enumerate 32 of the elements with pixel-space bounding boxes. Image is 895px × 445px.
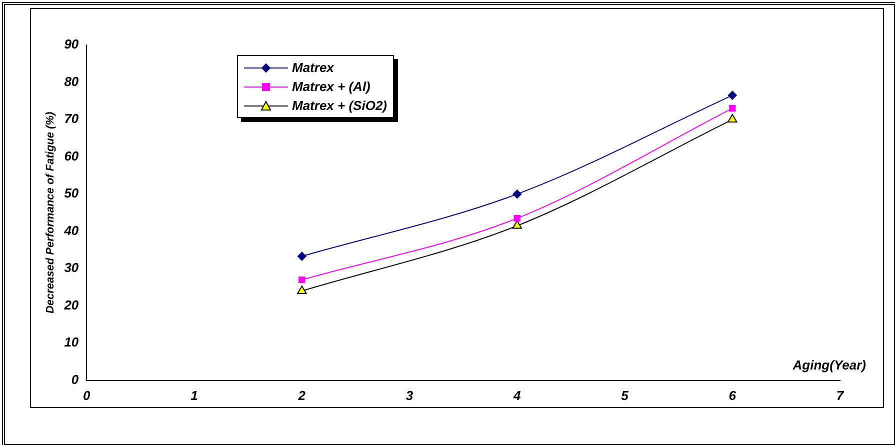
y-tick-label: 0 [71,372,80,387]
x-tick-label: 5 [621,388,630,403]
point [728,90,737,100]
y-tick-label: 50 [64,186,80,201]
y-axis-title: Decreased Performance of Fatigue (%) [44,112,57,314]
point [297,285,307,294]
x-tick-label: 0 [83,388,92,403]
x-tick-label: 1 [190,388,198,403]
x-tick-label: 6 [728,388,737,403]
point [514,214,520,222]
y-tick-label: 30 [64,260,80,276]
y-tick-label: 80 [64,74,80,89]
x-tick-label: 2 [297,388,306,403]
point [298,276,306,284]
x-tick-label: 4 [512,388,522,403]
y-tick-label: 90 [64,36,80,52]
y-tick-label: 70 [64,111,80,126]
legend-label: Matrex [292,60,334,75]
x-tick-label: 7 [836,388,844,403]
point [512,220,522,229]
point [728,114,738,123]
y-tick-label: 60 [64,148,80,164]
y-tick-label: 40 [63,222,80,238]
y-tick-label: 10 [64,334,80,350]
legend-label: Matrex + (Al) [292,79,370,94]
x-tick-label: 3 [406,388,414,403]
y-tick-label: 20 [63,297,80,312]
point [297,252,306,261]
point [512,190,522,199]
legend-label: Matrex + (SiO2) [292,98,388,113]
point [729,105,736,112]
x-axis-title: Aging(Year) [792,357,866,372]
